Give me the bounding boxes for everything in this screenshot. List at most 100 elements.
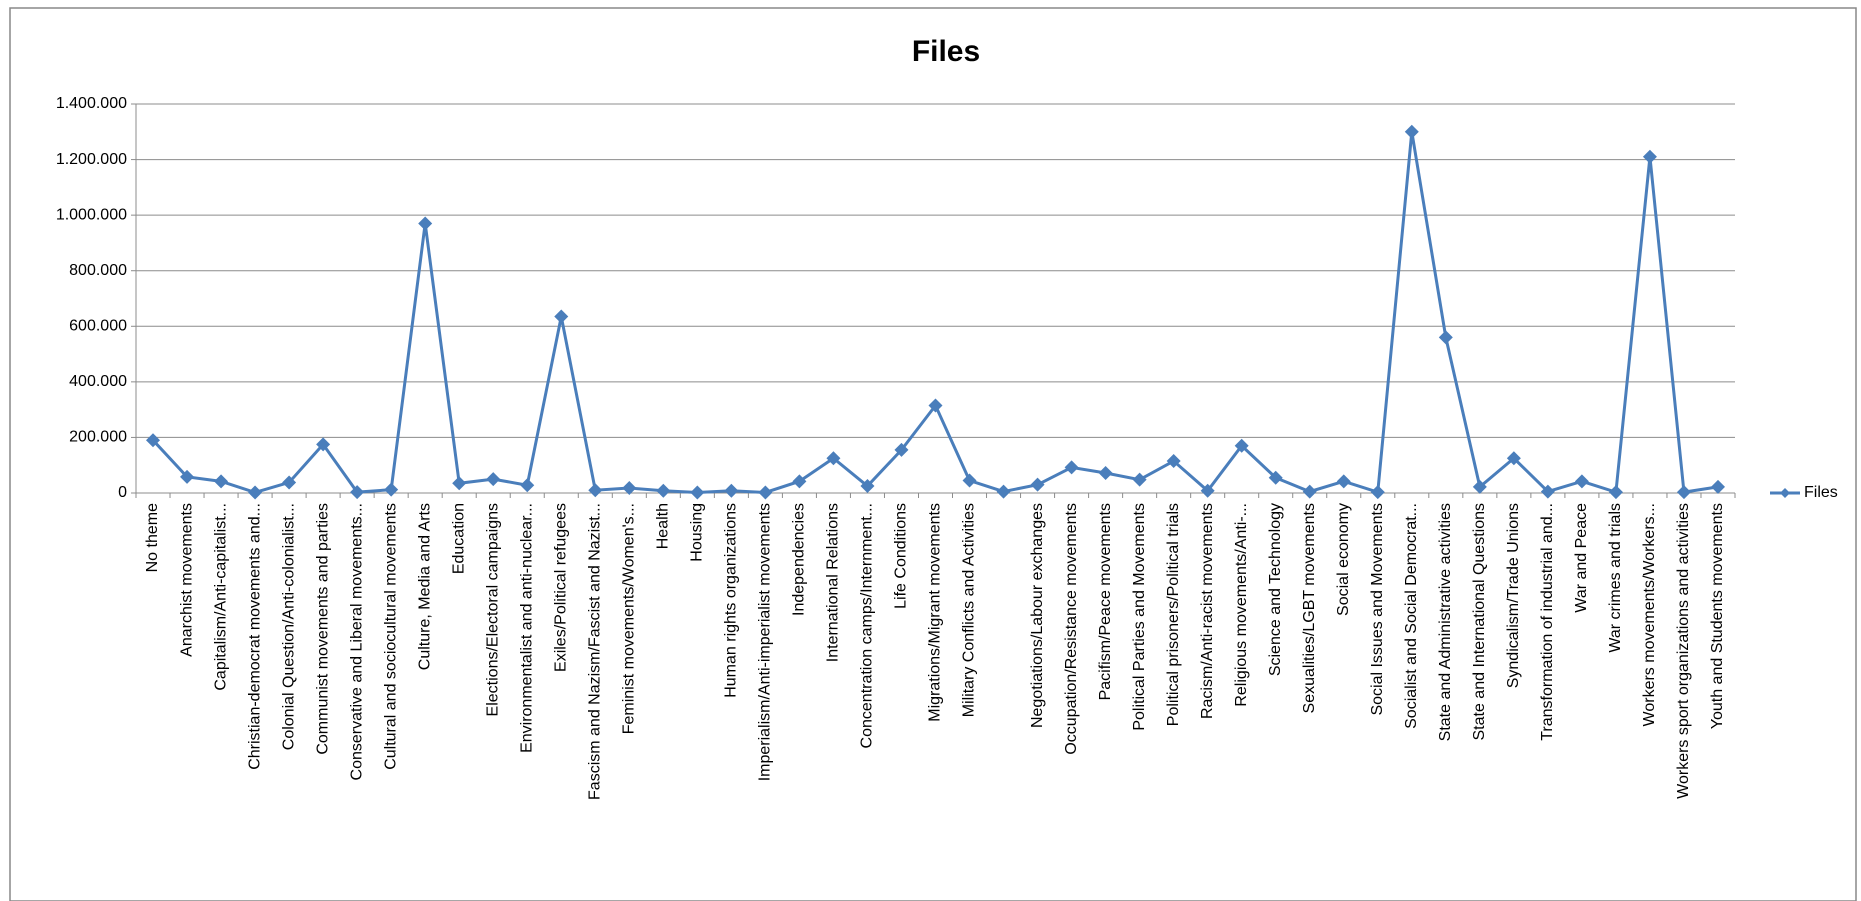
x-tick-label: Feminist movements/Women's...	[621, 503, 638, 734]
x-tick-label: Syndicalism/Trade Unions	[1505, 503, 1522, 688]
x-tick-label: Health	[655, 503, 672, 549]
x-tick-label: Exiles/Political refugees	[552, 503, 569, 672]
x-tick-label: Education	[450, 503, 467, 574]
marker	[248, 485, 263, 500]
marker	[1098, 465, 1113, 480]
marker	[1132, 472, 1147, 487]
x-tick-label: Elections/Electoral campaigns	[484, 503, 501, 716]
legend-marker	[1780, 488, 1790, 498]
x-tick-label: Transformation of industrial and...	[1539, 503, 1556, 741]
y-tick-label: 1.400.000	[56, 95, 127, 112]
x-tick-label: Fascism and Nazism/Fascist and Nazist...	[587, 503, 604, 800]
marker	[996, 484, 1011, 499]
x-tick-label: International Relations	[825, 503, 842, 662]
x-tick-label: Human rights organizations	[723, 503, 740, 698]
marker	[826, 451, 841, 466]
y-tick-label: 800.000	[69, 262, 127, 279]
marker	[962, 473, 977, 488]
x-tick-label: Communist movements and parties	[314, 503, 331, 755]
marker	[1574, 474, 1589, 489]
x-tick-label: Anarchist movements	[178, 503, 195, 657]
x-tick-label: Workers movements/Workers...	[1641, 503, 1658, 726]
marker	[928, 398, 943, 413]
marker	[486, 472, 501, 487]
marker	[1642, 149, 1657, 164]
x-tick-label: Housing	[689, 503, 706, 562]
x-tick-label: Science and Technology	[1267, 503, 1284, 676]
x-tick-label: War and Peace	[1573, 503, 1590, 613]
marker	[316, 437, 331, 452]
marker	[1540, 484, 1555, 499]
marker	[146, 433, 161, 448]
marker	[724, 483, 739, 498]
marker	[1166, 454, 1181, 469]
y-tick-label: 1.200.000	[56, 151, 127, 168]
y-tick-label: 1.000.000	[56, 206, 127, 223]
marker	[1438, 330, 1453, 345]
marker	[384, 482, 399, 497]
marker	[350, 485, 365, 500]
x-tick-label: Racism/Anti-racist movements	[1199, 503, 1216, 719]
chart-frame	[9, 7, 1857, 901]
y-tick-label: 0	[118, 484, 127, 501]
x-tick-label: Migrations/Migrant movements	[927, 503, 944, 722]
marker	[656, 483, 671, 498]
marker	[1506, 451, 1521, 466]
x-tick-label: War crimes and trials	[1607, 503, 1624, 653]
marker	[1064, 460, 1079, 475]
x-tick-label: Cultural and sociocultural movements	[382, 503, 399, 770]
marker	[622, 480, 637, 495]
marker	[860, 479, 875, 494]
x-tick-label: Independencies	[791, 503, 808, 616]
x-tick-label: Concentration camps/Internment...	[859, 503, 876, 748]
y-tick-label: 400.000	[69, 373, 127, 390]
marker	[520, 478, 535, 493]
marker	[1676, 485, 1691, 500]
marker	[1472, 479, 1487, 494]
marker	[1404, 124, 1419, 139]
x-tick-label: Life Conditions	[893, 503, 910, 609]
x-tick-label: State and International Questions	[1471, 503, 1488, 741]
x-tick-label: Culture, Media and Arts	[416, 503, 433, 670]
x-tick-label: Workers sport organizations and activiti…	[1675, 503, 1692, 799]
x-tick-label: Social Issues and Movements	[1369, 503, 1386, 716]
marker	[1302, 484, 1317, 499]
marker	[1710, 479, 1725, 494]
x-tick-label: Occupation/Resistance movements	[1063, 503, 1080, 755]
marker	[894, 442, 909, 457]
marker	[588, 483, 603, 498]
x-tick-label: Conservative and Liberal movements...	[348, 503, 365, 780]
x-tick-label: Youth and Students movements	[1709, 503, 1726, 729]
x-tick-label: Sexualities/LGBT movements	[1301, 503, 1318, 713]
marker	[1608, 485, 1623, 500]
marker	[792, 474, 807, 489]
marker	[1200, 483, 1215, 498]
marker	[690, 485, 705, 500]
chart-title: Files	[912, 35, 980, 68]
x-tick-label: No theme	[144, 503, 161, 572]
x-tick-label: Colonial Question/Anti-colonialist...	[280, 503, 297, 750]
y-tick-label: 600.000	[69, 318, 127, 335]
marker	[1030, 477, 1045, 492]
x-tick-label: State and Administrative activities	[1437, 503, 1454, 741]
marker	[1234, 438, 1249, 453]
x-tick-label: Pacifism/Peace movements	[1097, 503, 1114, 700]
marker	[1370, 485, 1385, 500]
x-tick-label: Negotiations/Labour exchanges	[1029, 503, 1046, 728]
marker	[554, 309, 569, 324]
marker	[180, 469, 195, 484]
x-tick-label: Military Conflicts and Activities	[961, 503, 978, 717]
x-tick-label: Political prisoners/Political trials	[1165, 503, 1182, 726]
x-tick-label: Capitalism/Anti-capitalist...	[212, 503, 229, 691]
x-tick-label: Political Parties and Movements	[1131, 503, 1148, 731]
x-tick-label: Imperialism/Anti-imperialist movements	[757, 503, 774, 781]
x-tick-label: Religious movements/Anti-...	[1233, 503, 1250, 707]
x-tick-label: Social economy	[1335, 503, 1352, 616]
y-tick-label: 200.000	[69, 429, 127, 446]
marker	[1268, 470, 1283, 485]
legend-label: Files	[1804, 484, 1838, 501]
x-tick-label: Environmentalist and anti-nuclear...	[518, 503, 535, 753]
marker	[214, 474, 229, 489]
marker	[758, 485, 773, 500]
